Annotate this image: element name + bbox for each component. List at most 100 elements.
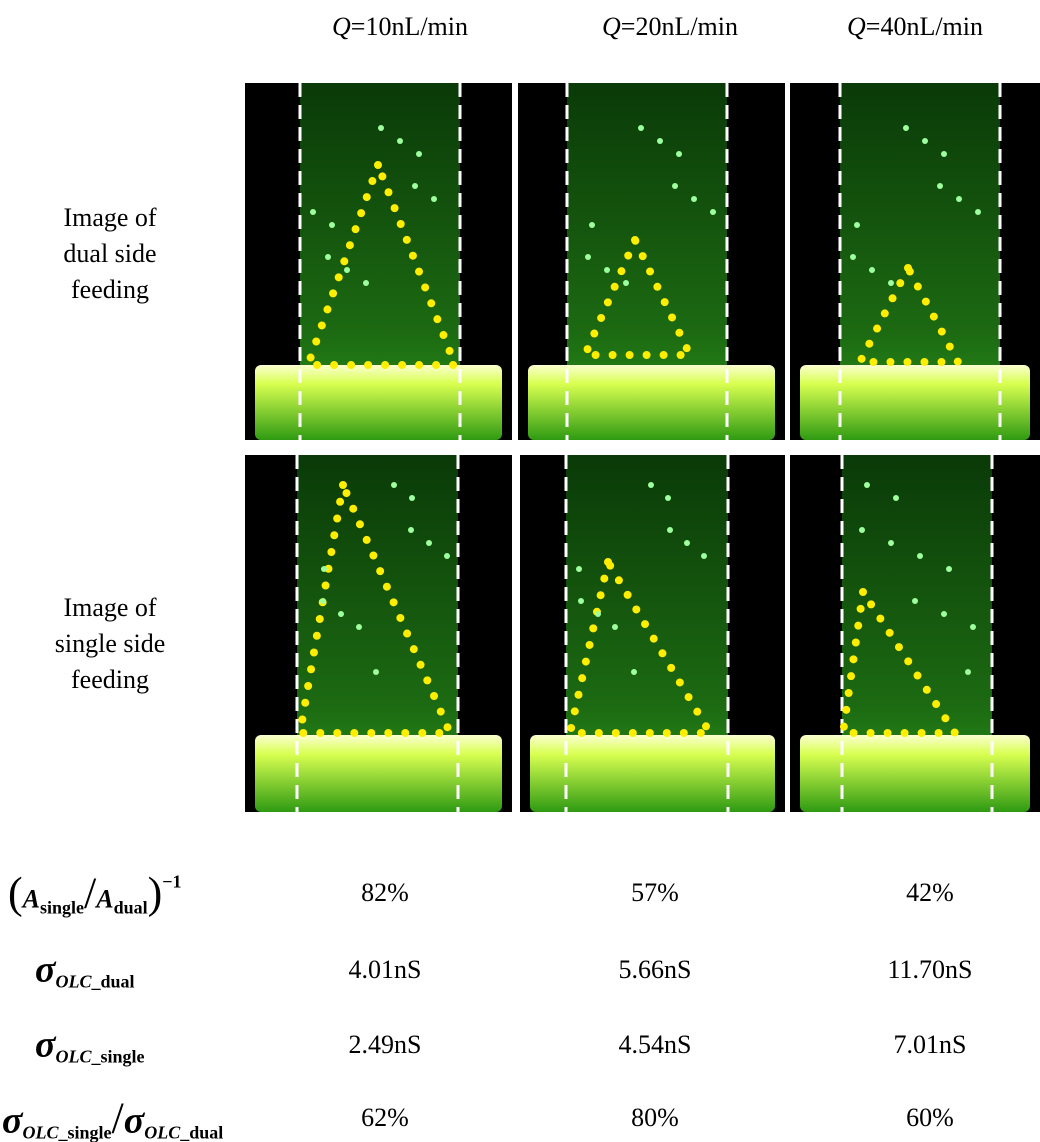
particle [397,138,403,144]
text: single [40,898,84,918]
particle [854,222,860,228]
particle [912,598,918,604]
text: dual [114,898,148,918]
text: single side [10,626,210,662]
particle [444,553,450,559]
table-value: 4.54nS [619,1030,692,1060]
particle [321,566,327,572]
particle [937,183,943,189]
particle [850,254,856,260]
particle [426,540,432,546]
text: σ [35,948,55,990]
particle [975,209,981,215]
particle [672,183,678,189]
table-value: 11.70nS [888,955,973,985]
particle [941,611,947,617]
text: A [23,884,40,913]
text: A [96,884,113,913]
image-panels [0,0,1040,1142]
particle [676,151,682,157]
text: σ [35,1023,55,1065]
column-header: Q=10nL/min [332,12,468,42]
particle [941,151,947,157]
particle [946,566,952,572]
particle [691,196,697,202]
particle [623,280,629,286]
row-label-math: σOLC_single/σOLC_dual [2,1092,223,1142]
particle [888,280,894,286]
text: Image of [10,200,210,236]
text: =10nL/min [351,12,468,41]
text: =40nL/min [866,12,983,41]
particle [612,624,618,630]
text: ) [148,868,163,917]
text: feeding [10,662,210,698]
particle [667,527,673,533]
particle [320,598,326,604]
electrode [528,365,775,440]
text: Q [847,12,866,41]
table-value: 7.01nS [894,1030,967,1060]
row-label-math: (Asingle/Adual)−1 [8,867,182,918]
text: _single [58,1123,111,1142]
particle [903,125,909,131]
particle [701,553,707,559]
figure: Q=10nL/min Q=20nL/min Q=40nL/min Image o… [0,0,1040,1142]
text: OLC [55,972,91,992]
particle [329,222,335,228]
particle [864,482,870,488]
table-value: 60% [906,1103,954,1133]
particle [416,151,422,157]
text: =20nL/min [621,12,738,41]
text: _dual [91,972,134,992]
particle [412,183,418,189]
particle [888,540,894,546]
particle [965,669,971,675]
particle [710,209,716,215]
text: OLC [22,1123,58,1142]
particle [869,267,875,273]
particle [638,125,644,131]
text: / [112,1093,124,1142]
particle [356,624,362,630]
particle [648,482,654,488]
text: Image of [10,590,210,626]
particle [391,482,397,488]
row-label-math: σOLC_single [35,1022,145,1067]
particle [325,254,331,260]
row-label-math: σOLC_dual [35,947,135,992]
particle [631,669,637,675]
electrode [255,735,502,812]
particle [970,624,976,630]
particle [338,611,344,617]
table-value: 4.01nS [349,955,422,985]
text: Q [332,12,351,41]
particle [373,669,379,675]
table-value: 42% [906,878,954,908]
table-value: 80% [631,1103,679,1133]
particle [657,138,663,144]
particle [589,222,595,228]
particle [665,495,671,501]
electrode [800,735,1030,812]
text: OLC [55,1047,91,1067]
particle [595,611,601,617]
table-value: 2.49nS [349,1030,422,1060]
electrode [800,365,1030,440]
text: feeding [10,272,210,308]
table-value: 82% [361,878,409,908]
particle [344,267,350,273]
particle [859,527,865,533]
text: −1 [162,871,181,891]
text: ( [8,868,23,917]
particle [684,540,690,546]
text: Q [602,12,621,41]
particle [310,209,316,215]
text: _dual [180,1123,223,1142]
particle [409,495,415,501]
text: σ [2,1099,22,1141]
table-value: 62% [361,1103,409,1133]
particle [378,125,384,131]
